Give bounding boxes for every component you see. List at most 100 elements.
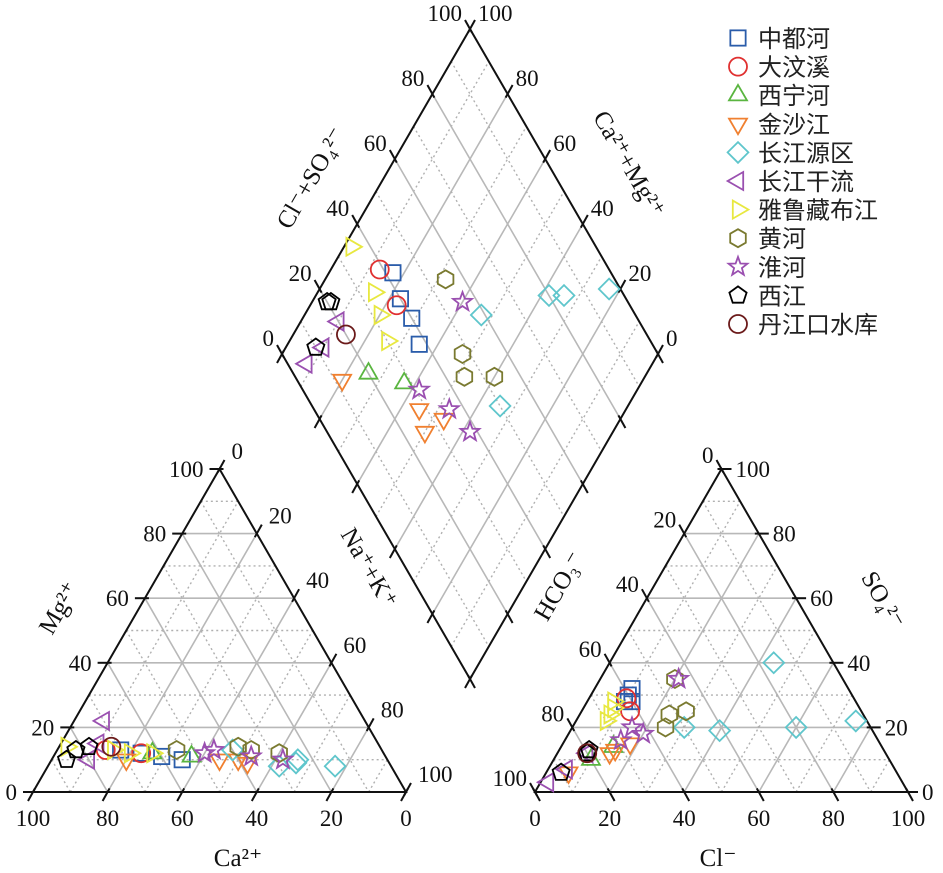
axis-tick [830,787,840,802]
tick-label-so4: 40 [847,651,870,676]
tick-label-mg: 100 [169,457,204,482]
cation-point [192,740,217,764]
anion-point [608,727,633,751]
tick-label-na-k: 80 [381,697,404,722]
legend-marker-hexagon-icon [729,228,747,249]
diamond-point [369,259,390,280]
tick-label-ca-mg: 80 [516,66,539,91]
cation-triangle-gridline [69,726,109,793]
diamond-gridline [394,158,584,485]
axis-tick [351,479,361,494]
tick-label-ca-mg: 60 [553,131,576,156]
diamond-point [373,304,392,326]
anion-point [708,719,732,743]
tick-label-na-k: 40 [306,568,329,593]
tick-label-hco3: 40 [616,572,639,597]
anion-point [666,668,684,690]
legend-label: 丹江口水库 [758,312,878,339]
anion-point [677,701,695,722]
diamond-point [391,290,409,308]
tick-label-na-k: 20 [269,504,292,529]
anion-point [620,714,644,738]
anion-triangle-gridline [664,565,797,793]
anion-triangle-gridline [608,662,685,793]
cation-triangle-gridline [330,726,370,793]
anion-triangle-gridline [870,759,890,793]
tick-label-ca: 20 [320,806,343,831]
anion-point [844,709,868,733]
diamond-gridline [337,256,528,582]
cation-point [220,738,245,762]
cation-point [173,751,191,769]
diamond-point [407,377,432,400]
diamond-point [306,337,326,356]
axis-tick [216,459,226,474]
anion-triangle-gridline [627,630,723,793]
axis-tick [542,544,552,559]
axis-tick [606,787,616,802]
cation-triangle-gridline [88,694,146,793]
axis-tick [617,279,627,294]
diamond-point [458,419,482,443]
cation-point [56,749,77,768]
anion-point [599,747,621,766]
diamond-point [294,353,313,375]
axis-tick [655,344,664,359]
diamond-point [414,425,436,445]
anion-triangle-gridline [702,500,872,793]
anion-point [656,717,675,738]
axis-tick [542,149,552,164]
axis-tick [276,344,285,359]
cation-point [101,736,122,757]
cation-point [167,739,186,761]
legend-marker-circle-icon [728,314,748,334]
anion-triangle-gridline [795,694,853,793]
cation-point [181,744,203,763]
anion-point [660,704,678,725]
axis-tick [464,674,473,689]
cation-point [270,747,295,770]
tick-label-ca-mg: 20 [628,261,651,286]
diamond-point [408,403,430,422]
axis-tick [467,674,476,689]
cation-triangle-gridline [162,565,295,793]
tick-label-hco3: 80 [541,701,564,726]
cation-point [229,736,247,757]
diamond-point [453,343,472,365]
tick-label-ca-mg: 100 [478,1,513,26]
anion-triangle-gridline [553,759,573,793]
axis-tick [365,717,375,732]
diamond-point [381,330,400,352]
axis-tick [101,787,111,802]
tick-label-cl-so4: 40 [326,196,349,221]
anion-point [623,680,641,698]
legend-label: 长江干流 [758,169,854,196]
cation-triangle-frame [31,467,408,793]
axis-tick [291,588,300,603]
axis-tick [176,787,186,802]
tick-label-mg: 80 [143,522,166,547]
cation-point [239,743,264,767]
diamond-point [317,291,337,311]
tick-label-na-k: 60 [343,633,366,658]
axis-tick [403,782,412,797]
axis-tick [617,414,627,429]
legend-label: 西江 [758,283,806,310]
anion-point [577,743,598,764]
axis-tick [566,717,576,732]
diamond-point [393,371,415,390]
axis-tick [529,782,538,797]
diamond-point [403,309,421,327]
diamond-gridline [337,126,528,452]
tick-label-so4: 20 [885,715,908,740]
legend-label: 西宁河 [758,83,830,110]
diamond-point [469,303,493,327]
diamond-gridline [431,93,622,420]
tick-label-hco3: 100 [493,766,528,791]
tick-label-so4: 0 [922,780,934,805]
anion-point [603,703,622,725]
diamond-point [386,295,407,316]
tick-label-na-k: 0 [232,439,244,464]
tick-label-hco3: 20 [653,508,676,533]
